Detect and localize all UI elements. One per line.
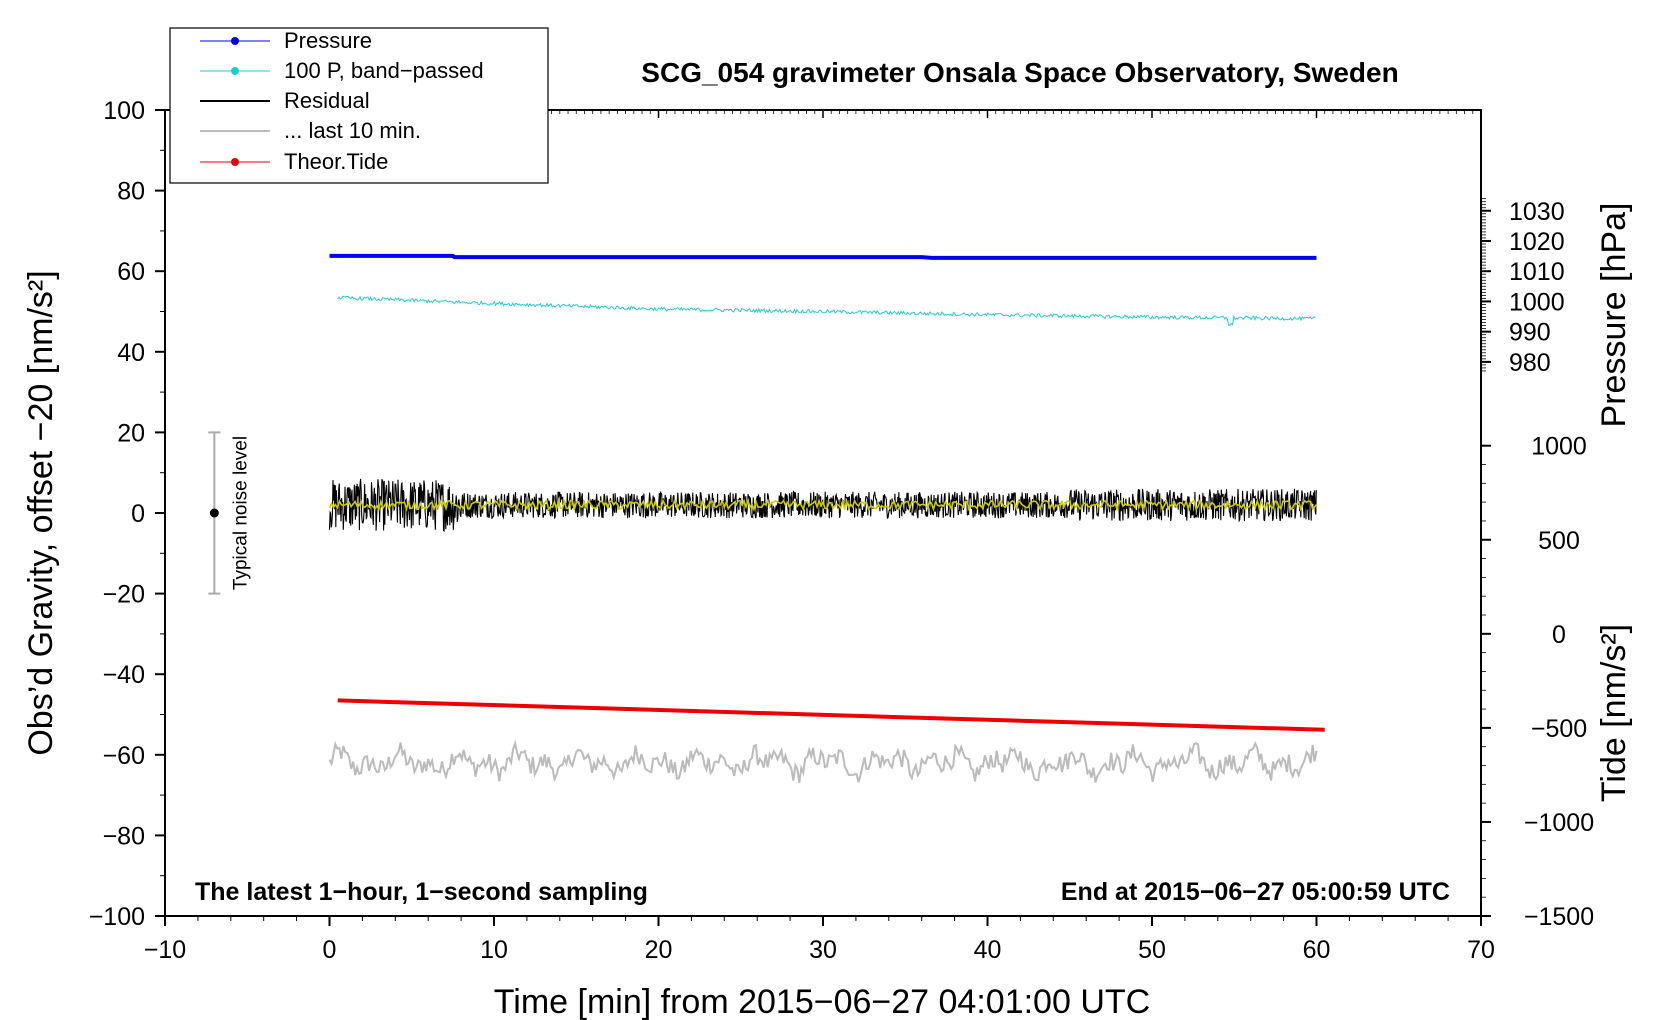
legend-tide-label: Theor.Tide [284,149,388,174]
series-theoretical-tide [337,698,1325,732]
noise-bar-label: Typical noise level [230,436,251,590]
tide-tick-label: −1500 [1524,903,1594,931]
series-band-passed [337,295,1316,327]
x-tick-label: 30 [809,936,837,964]
chart-title: SCG_054 gravimeter Onsala Space Observat… [641,57,1398,88]
y-axis-label: Obs’d Gravity, offset −20 [nm/s²] [22,270,60,755]
end-time-note: End at 2015−06−27 05:00:59 UTC [1061,878,1450,906]
series-last-10-min [328,739,1318,783]
x-tick-label: 20 [645,936,673,964]
pressure-axis-label: Pressure [hPa] [1595,203,1633,428]
y-tick-label: 20 [117,419,145,447]
x-tick-label: 0 [323,936,337,964]
pressure-tick-label: 1010 [1509,258,1565,286]
tide-tick-label: 500 [1538,527,1580,555]
x-tick-label: 10 [480,936,508,964]
pressure-tick-label: 980 [1509,349,1551,377]
x-tick-label: 60 [1303,936,1331,964]
y-tick-label: −80 [103,822,145,850]
y-tick-label: 100 [103,97,145,125]
legend-pressure-marker [231,37,239,45]
noise-bar: Typical noise level [208,431,251,595]
y-tick-label: −100 [89,903,145,931]
y-tick-label: −40 [103,661,145,689]
x-tick-label: 50 [1138,936,1166,964]
x-tick-label: −10 [144,936,186,964]
tide-tick-label: −500 [1531,715,1587,743]
legend-last10-label: ... last 10 min. [284,118,421,143]
tide-tick-label: 0 [1552,621,1566,649]
legend-box [169,27,549,184]
y-axis-tide: −1500 −1000 −500 0 500 1000 [1481,433,1594,931]
x-axis-label: Time [min] from 2015−06−27 04:01:00 UTC [494,983,1150,1020]
tide-tick-label: 1000 [1531,433,1587,461]
sampling-note: The latest 1−hour, 1−second sampling [195,878,648,906]
pressure-tick-label: 1000 [1509,288,1565,316]
y-tick-label: 0 [131,500,145,528]
y-tick-label: 80 [117,178,145,206]
x-axis: −10 0 10 20 30 40 50 60 70 [144,110,1495,964]
y-tick-label: −60 [103,742,145,770]
x-tick-label: 40 [974,936,1002,964]
pressure-tick-label: 1020 [1509,228,1565,256]
legend-bandpass-marker [231,67,239,75]
pressure-tick-label: 990 [1509,319,1551,347]
legend-tide-marker [231,158,239,166]
series-layer [328,253,1325,783]
tide-tick-label: −1000 [1524,809,1594,837]
y-tick-label: 40 [117,339,145,367]
y-tick-label: 60 [117,258,145,286]
series-pressure [329,253,1317,260]
x-tick-label: 70 [1467,936,1495,964]
legend-pressure-label: Pressure [284,28,372,53]
legend: Pressure 100 P, band−passed Residual ...… [169,27,549,184]
y-axis-left: −100 −80 −60 −40 −20 0 20 40 60 80 100 [89,97,165,931]
pressure-tick-label: 1030 [1509,198,1565,226]
series-residual-smooth [328,497,1318,513]
tide-axis-label: Tide [nm/s²] [1595,624,1633,802]
legend-bandpass-label: 100 P, band−passed [284,58,484,83]
y-tick-label: −20 [103,581,145,609]
noise-bar-center [209,508,219,518]
legend-residual-label: Residual [284,88,370,113]
